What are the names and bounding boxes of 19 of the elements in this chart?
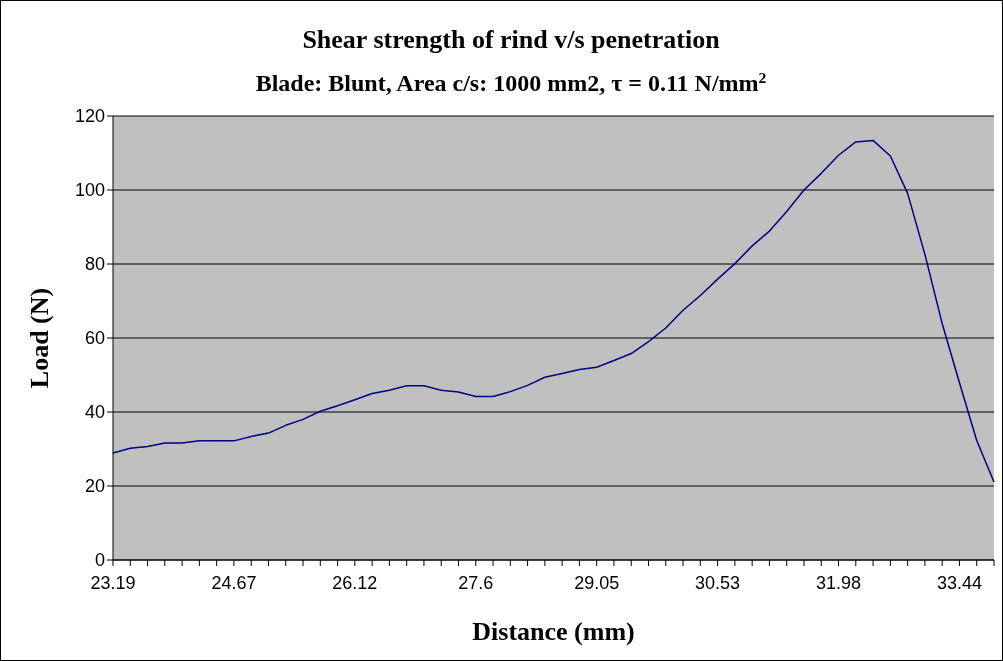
x-axis-title: Distance (mm) [472, 617, 635, 646]
y-tick-label: 20 [84, 476, 105, 497]
y-tick-label: 80 [84, 254, 105, 275]
x-tick-label: 33.44 [936, 572, 982, 593]
y-tick-label: 60 [84, 328, 105, 349]
chart-subtitle: Blade: Blunt, Area c/s: 1000 mm2, τ = 0.11 N/mm$^{2}$ [255, 68, 767, 96]
chart-title: Shear strength of rind v/s penetration [302, 25, 721, 54]
x-tick-label: 23.19 [90, 572, 136, 593]
y-tick-label: 0 [94, 550, 105, 571]
x-tick-label: 31.98 [816, 572, 862, 593]
x-tick-label: 26.12 [332, 572, 378, 593]
y-tick-label: 100 [74, 180, 105, 201]
y-tick-label: 40 [84, 402, 105, 423]
x-tick-label: 24.67 [211, 572, 257, 593]
x-tick-label: 27.6 [458, 572, 494, 593]
y-tick-label: 120 [74, 106, 105, 127]
x-tick-label: 29.05 [574, 572, 620, 593]
x-tick-label: 30.53 [695, 572, 741, 593]
y-axis-title: Load (N) [25, 287, 55, 389]
